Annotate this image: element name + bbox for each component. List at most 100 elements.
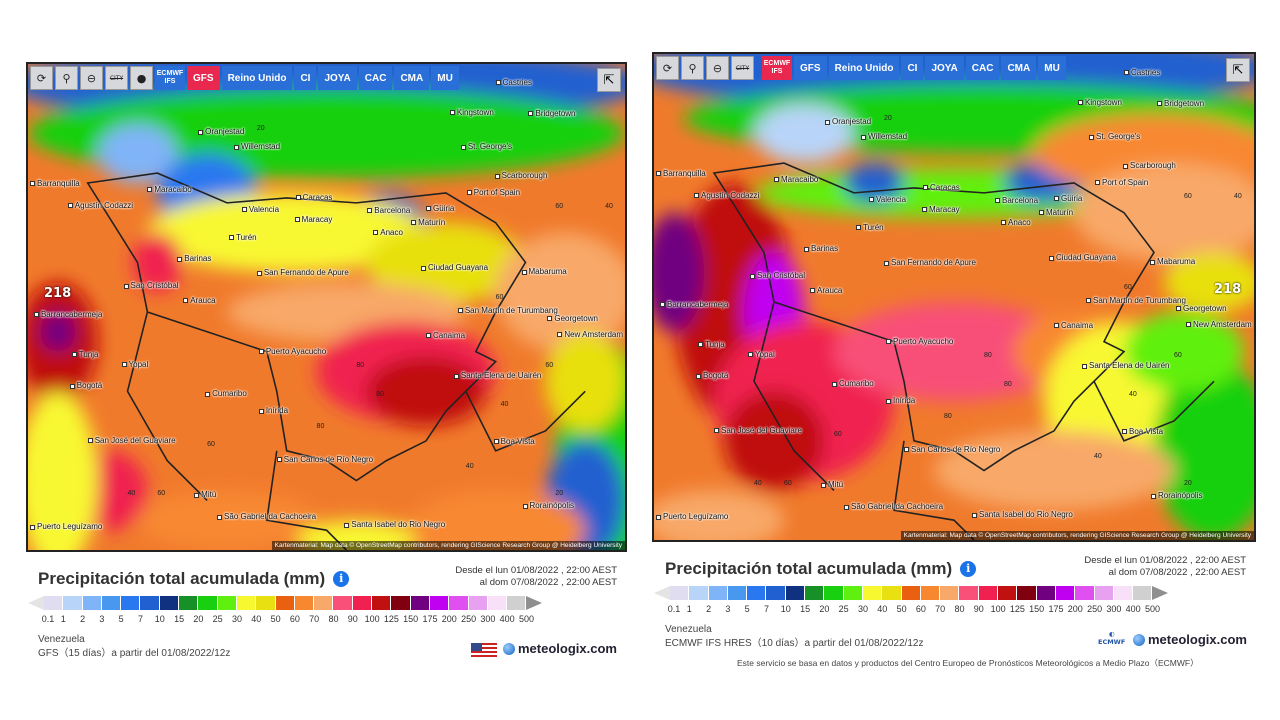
city-label: Puerto Leguízamo [30,522,102,531]
model-tab-gfs[interactable]: GFS [794,56,827,80]
left-footer: Venezuela GFS（15 días）a partir del 01/08/… [38,633,230,661]
brand-text: meteologix.com [1148,632,1247,647]
model-tab-mu[interactable]: MU [431,66,459,90]
ecmwf-precipitation-map[interactable]: ⟳ ⚲ ⊖ CITY ECMWF IFS GFS Reino Unido CI JOYA CAC C… [652,52,1256,542]
city-label: Güiria [1054,194,1082,203]
info-icon[interactable]: i [960,560,977,577]
city-label: Ciudad Guayana [1049,253,1116,262]
scale-label: 400 [1125,604,1141,614]
region-label: Venezuela [665,624,712,635]
city-label: Barinas [177,254,211,263]
scale-color-cell [121,596,141,610]
model-tab-joya[interactable]: JOYA [925,56,964,80]
scale-color-cell [978,586,999,600]
city-toggle-icon[interactable]: CITY [731,56,754,80]
gfs-precipitation-map[interactable]: ⟳ ⚲ ⊖ CITY ● ECMWF IFS GFS Reino Unido CI JOYA CAC… [26,62,627,552]
scale-label: 30 [231,614,243,624]
city-label: Rorainópolis [523,501,574,510]
scale-color-cell [940,586,960,600]
city-label: Santa Isabel do Rio Negro [972,510,1073,519]
marker-icon[interactable]: ● [130,66,153,90]
scale-color-cell [920,586,941,600]
rain-area [28,391,98,550]
city-label: São Gabriel da Cachoeira [844,502,943,511]
location-pin-icon[interactable]: ⚲ [681,56,704,80]
model-tab-ci[interactable]: CI [294,66,317,90]
rain-area [1124,311,1244,392]
model-tab-ecmwf-ifs[interactable]: ECMWF IFS [762,56,792,80]
scale-color-cell [256,596,276,610]
city-label: Maturín [411,218,445,227]
refresh-icon[interactable]: ⟳ [656,56,679,80]
meteologix-logo[interactable]: meteologix.com [503,641,617,656]
scale-label: 5 [744,604,750,614]
model-tab-gfs[interactable]: GFS [187,66,220,90]
city-label: Puerto Leguízamo [656,512,728,521]
share-icon[interactable]: ⇱ [597,68,621,92]
scale-max-arrow [1152,586,1169,600]
city-label: Anaco [1001,218,1031,227]
refresh-icon[interactable]: ⟳ [30,66,53,90]
scale-color-cell [785,586,806,600]
scale-color-cell [670,586,690,600]
contour-value: 40 [1234,192,1242,200]
city-label: Anaco [373,228,403,237]
scale-label: 40 [877,604,888,614]
rain-area [834,301,1074,402]
contour-value: 20 [555,490,564,498]
scale-label: 3 [99,614,105,624]
contour-value: 60 [495,294,504,302]
city-label: Rorainópolis [1151,491,1202,500]
city-label: San Martín de Turumbang [458,306,558,315]
scale-label: 50 [270,614,281,624]
share-icon[interactable]: ⇱ [1226,58,1250,82]
contour-value: 40 [1129,391,1137,399]
model-tab-cma[interactable]: CMA [1001,56,1037,80]
rain-area [97,123,178,184]
model-tab-mu[interactable]: MU [1038,56,1066,80]
contour-value: 80 [944,413,952,421]
zoom-out-icon[interactable]: ⊖ [706,56,729,80]
scale-color-cell [101,596,122,610]
contour-value: 80 [1004,381,1012,389]
location-pin-icon[interactable]: ⚲ [55,66,78,90]
title-text: Precipitación total acumulada (mm) [665,559,953,578]
city-label: Castries [496,78,532,87]
city-label: Canaima [426,331,465,340]
scale-color-cell [1017,586,1037,600]
model-tab-cac[interactable]: CAC [358,66,393,90]
model-tab-joya[interactable]: JOYA [318,66,357,90]
scale-label: 400 [499,614,515,624]
scale-label: 10 [780,604,791,614]
map-attribution: Kartenmaterial: Map data © OpenStreetMap… [900,531,1254,540]
model-tab-reino-unido[interactable]: Reino Unido [828,56,900,80]
model-tab-ci[interactable]: CI [901,56,924,80]
scale-color-cell [689,586,709,600]
scale-color-cell [236,596,257,610]
city-label: Scarborough [495,171,548,180]
city-label: Georgetown [1176,304,1227,313]
meteologix-logo[interactable]: meteologix.com [1133,632,1247,647]
scale-label: 0.1 [667,604,681,614]
city-toggle-icon[interactable]: CITY [105,66,128,90]
scale-label: 175 [1048,604,1064,614]
contour-value: 60 [1174,351,1182,359]
scale-label: 125 [1009,604,1025,614]
scale-label: 90 [973,604,984,614]
city-label: Turén [229,233,257,242]
zoom-out-icon[interactable]: ⊖ [80,66,103,90]
contour-value: 40 [127,490,136,498]
scale-label: 3 [725,604,731,614]
city-label: Barcelona [995,196,1038,205]
scale-color-cell [843,586,863,600]
info-icon[interactable]: i [333,570,350,587]
city-label: Mitú [821,480,843,489]
map-toolbar: ⟳ ⚲ ⊖ CITY ● ECMWF IFS GFS Reino Unido CI JOYA CAC… [30,66,459,90]
city-label: New Amsterdam [557,330,623,339]
model-tab-reino-unido[interactable]: Reino Unido [221,66,293,90]
model-tab-ecmwf-ifs[interactable]: ECMWF IFS [155,66,185,90]
model-tab-cma[interactable]: CMA [394,66,430,90]
scale-label: 70 [309,614,320,624]
model-tab-cac[interactable]: CAC [965,56,1000,80]
city-label: Turén [856,223,884,232]
